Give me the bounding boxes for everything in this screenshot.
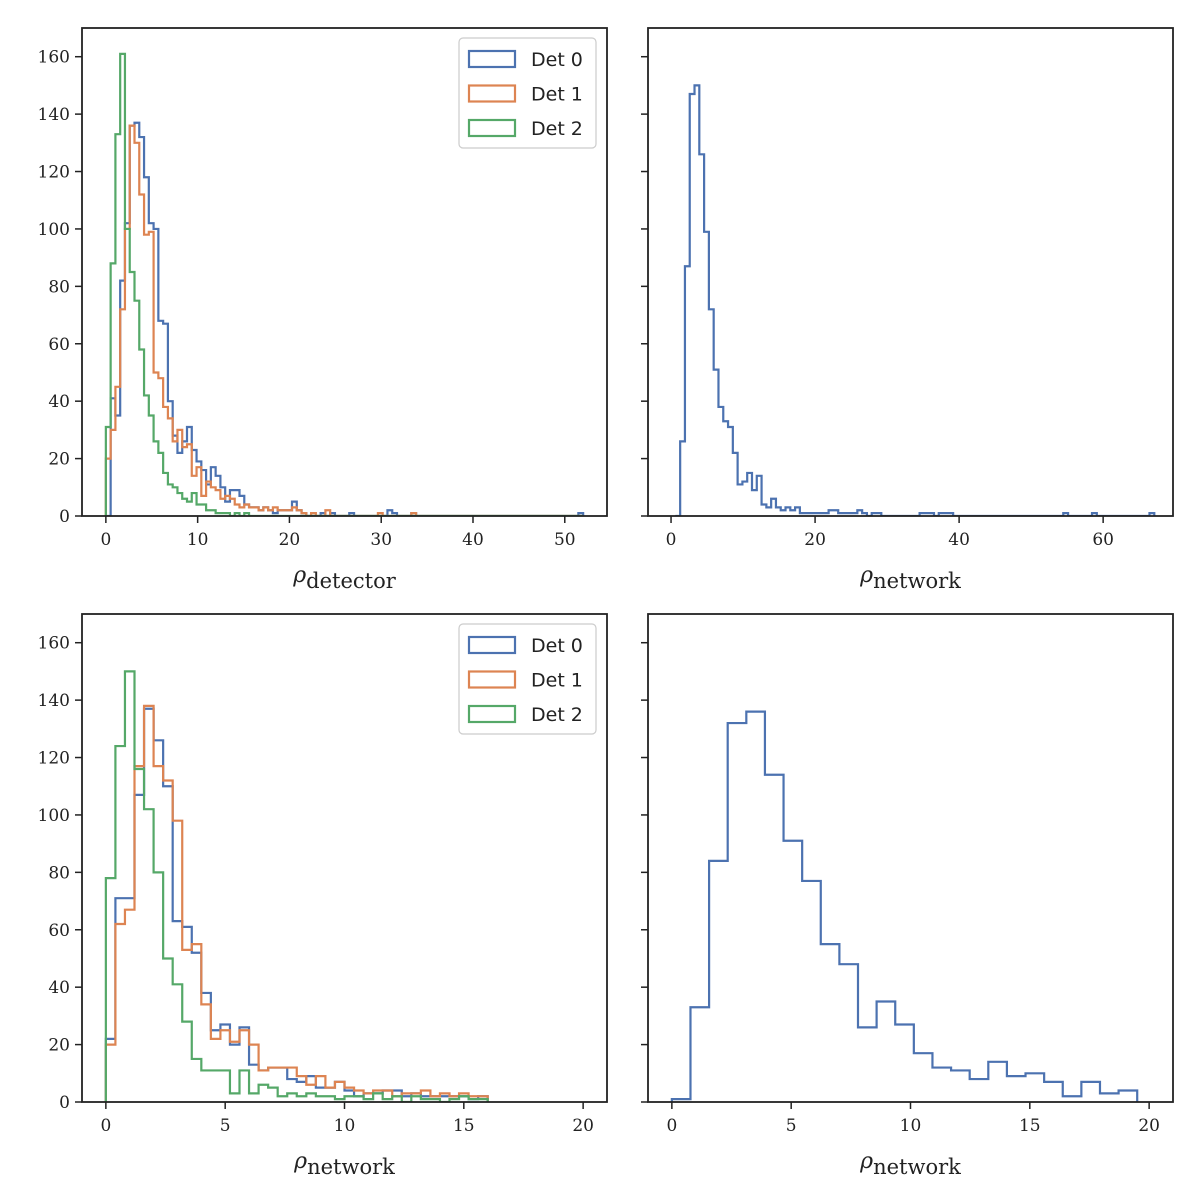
x-tick-label: 0: [666, 530, 677, 550]
histogram-series-det-0: [105, 121, 585, 516]
legend-swatch: [467, 118, 517, 138]
histogram-series-det-2: [104, 670, 489, 1102]
x-tick-label: 15: [1019, 1116, 1041, 1136]
histogram-series-det-2: [104, 52, 584, 516]
legend-swatch: [467, 704, 517, 724]
legend-label: Det 2: [531, 118, 583, 140]
y-tick-label: 100: [38, 806, 70, 826]
x-tick-label: 5: [786, 1116, 797, 1136]
x-tick-label: 5: [220, 1116, 231, 1136]
y-tick-label: 100: [38, 220, 70, 240]
x-axis-label: ρnetwork: [859, 1149, 961, 1179]
histogram-series-network: [670, 710, 1139, 1102]
y-tick-label: 20: [48, 450, 70, 470]
x-tick-label: 40: [948, 530, 970, 550]
axes-frame: [81, 27, 608, 517]
y-tick-label: 160: [38, 634, 70, 654]
legend-swatch: [467, 635, 517, 655]
x-tick-label: 50: [554, 530, 576, 550]
x-tick-label: 20: [1138, 1116, 1160, 1136]
x-tick-label: 10: [900, 1116, 922, 1136]
panel-bottom-left: 0 5 10 15 20 0 20 40 60 80 100 120 140 160 ρnetwork Det…: [38, 613, 608, 1179]
x-tick-label: 10: [187, 530, 209, 550]
x-tick-label: 20: [572, 1116, 594, 1136]
y-tick-label: 80: [48, 277, 70, 297]
x-tick-label: 30: [370, 530, 392, 550]
legend-label: Det 1: [531, 670, 583, 692]
legend-label: Det 0: [531, 635, 583, 657]
y-tick-label: 60: [48, 335, 70, 355]
x-axis-label: ρdetector: [292, 563, 397, 593]
x-tick-label: 0: [100, 1116, 111, 1136]
legend-swatch: [467, 670, 517, 689]
legend-label: Det 1: [531, 84, 583, 106]
y-tick-label: 40: [48, 392, 70, 412]
x-tick-label: 60: [1092, 530, 1114, 550]
y-tick-label: 60: [48, 921, 70, 941]
y-tick-label: 0: [59, 507, 70, 527]
panel-bottom-right: 0 5 10 15 20 ρnetwork: [641, 613, 1174, 1179]
x-tick-label: 0: [666, 1116, 677, 1136]
panel-top-right: 0 20 40 60 ρnetwork: [641, 27, 1174, 593]
legend: Det 0 Det 1 Det 2: [458, 623, 597, 735]
legend-label: Det 0: [531, 49, 583, 71]
y-tick-label: 160: [38, 48, 70, 68]
histogram-series-network: [675, 84, 1156, 516]
panel-top-left: 0 10 20 30 40 50 0 20 40 60 80 100 120 140 160 ρdetecto…: [38, 27, 608, 593]
legend: Det 0 Det 1 Det 2: [458, 37, 597, 149]
x-tick-label: 10: [334, 1116, 356, 1136]
legend-swatch: [467, 49, 517, 69]
legend-label: Det 2: [531, 704, 583, 726]
x-tick-label: 0: [100, 530, 111, 550]
histogram-series-det-1: [104, 704, 489, 1102]
y-tick-label: 120: [38, 163, 70, 183]
y-tick-label: 40: [48, 978, 70, 998]
x-tick-label: 20: [279, 530, 301, 550]
x-tick-label: 15: [453, 1116, 475, 1136]
x-axis-label: ρnetwork: [293, 1149, 395, 1179]
x-tick-label: 20: [804, 530, 826, 550]
x-tick-label: 40: [462, 530, 484, 550]
x-axis-label: ρnetwork: [859, 563, 961, 593]
histogram-series-det-1: [104, 124, 584, 516]
legend-swatch: [467, 84, 517, 103]
y-tick-label: 80: [48, 863, 70, 883]
axes-frame: [647, 27, 1174, 517]
y-tick-label: 140: [38, 105, 70, 125]
y-tick-label: 0: [59, 1093, 70, 1113]
y-tick-label: 140: [38, 691, 70, 711]
y-tick-label: 20: [48, 1036, 70, 1056]
y-tick-label: 120: [38, 749, 70, 769]
